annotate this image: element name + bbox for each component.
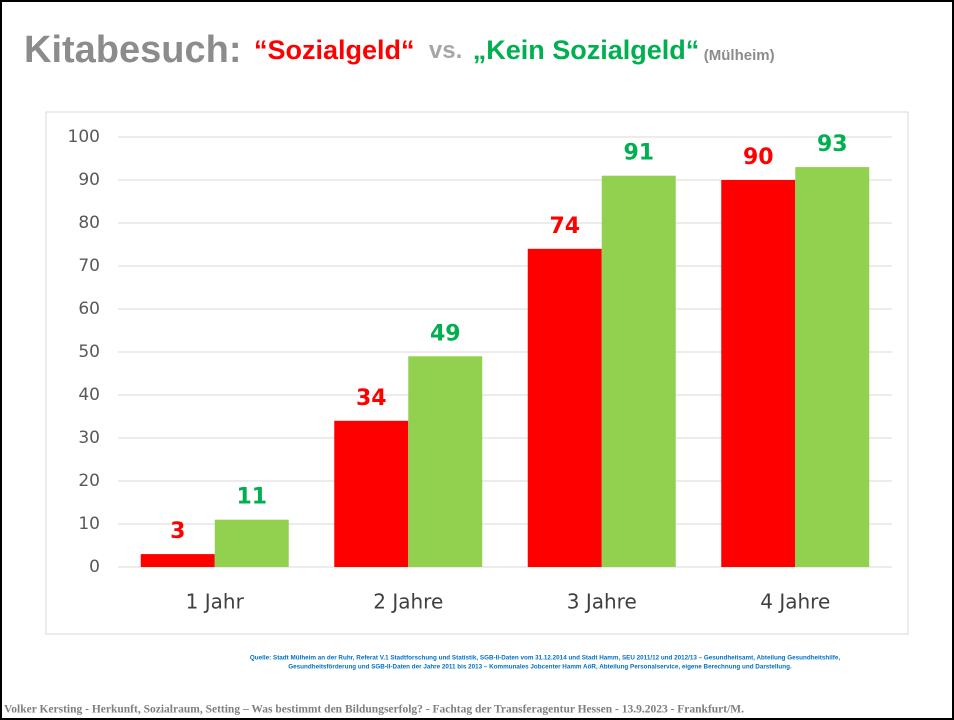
bar bbox=[795, 167, 870, 567]
value-label: 93 bbox=[817, 132, 848, 157]
x-tick-label: 1 Jahr bbox=[186, 590, 245, 614]
footer: Volker Kersting - Herkunft, Sozialraum, … bbox=[4, 704, 744, 716]
title-part: (Mülheim) bbox=[704, 47, 775, 64]
bar bbox=[721, 180, 796, 567]
y-tick-label: 10 bbox=[78, 514, 100, 534]
title-part: vs. bbox=[429, 37, 462, 64]
bar bbox=[408, 356, 483, 567]
y-tick-label: 90 bbox=[78, 170, 100, 190]
value-label: 3 bbox=[170, 519, 185, 544]
value-label: 11 bbox=[236, 485, 267, 510]
x-tick-label: 3 Jahre bbox=[567, 590, 637, 614]
bar bbox=[334, 420, 409, 567]
source-line: Quelle: Stadt Mülheim an der Ruhr, Refer… bbox=[250, 655, 840, 662]
title-part: Kitabesuch: bbox=[24, 29, 241, 71]
y-tick-label: 0 bbox=[89, 557, 100, 577]
bar bbox=[214, 519, 289, 567]
slide-title: Kitabesuch: “Sozialgeld“ vs. „Kein Sozia… bbox=[24, 29, 775, 71]
value-label: 49 bbox=[430, 321, 461, 346]
value-label: 74 bbox=[549, 214, 580, 239]
title-part: „Kein Sozialgeld“ bbox=[473, 35, 700, 65]
y-tick-label: 40 bbox=[78, 385, 100, 405]
value-label: 34 bbox=[356, 386, 387, 411]
bar bbox=[527, 248, 602, 568]
y-tick-label: 100 bbox=[68, 127, 100, 147]
x-tick-label: 2 Jahre bbox=[373, 590, 443, 614]
y-tick-label: 20 bbox=[78, 471, 100, 491]
y-tick-label: 80 bbox=[78, 213, 100, 233]
x-tick-label: 4 Jahre bbox=[760, 590, 830, 614]
value-label: 91 bbox=[623, 141, 654, 166]
source-line: Gesundheitsförderung und SGB-II-Daten de… bbox=[288, 664, 792, 671]
y-tick-label: 30 bbox=[78, 428, 100, 448]
title-part: “Sozialgeld“ bbox=[254, 35, 415, 65]
plot: 0 10 20 30 40 50 60 70 80 90 100 1 Jahr 3 11 2 Jahre 34… bbox=[68, 127, 892, 614]
y-tick-label: 50 bbox=[78, 342, 100, 362]
bar bbox=[140, 554, 215, 567]
bar bbox=[601, 175, 676, 567]
y-tick-label: 70 bbox=[78, 256, 100, 276]
value-label: 90 bbox=[743, 145, 774, 170]
y-tick-label: 60 bbox=[78, 299, 100, 319]
